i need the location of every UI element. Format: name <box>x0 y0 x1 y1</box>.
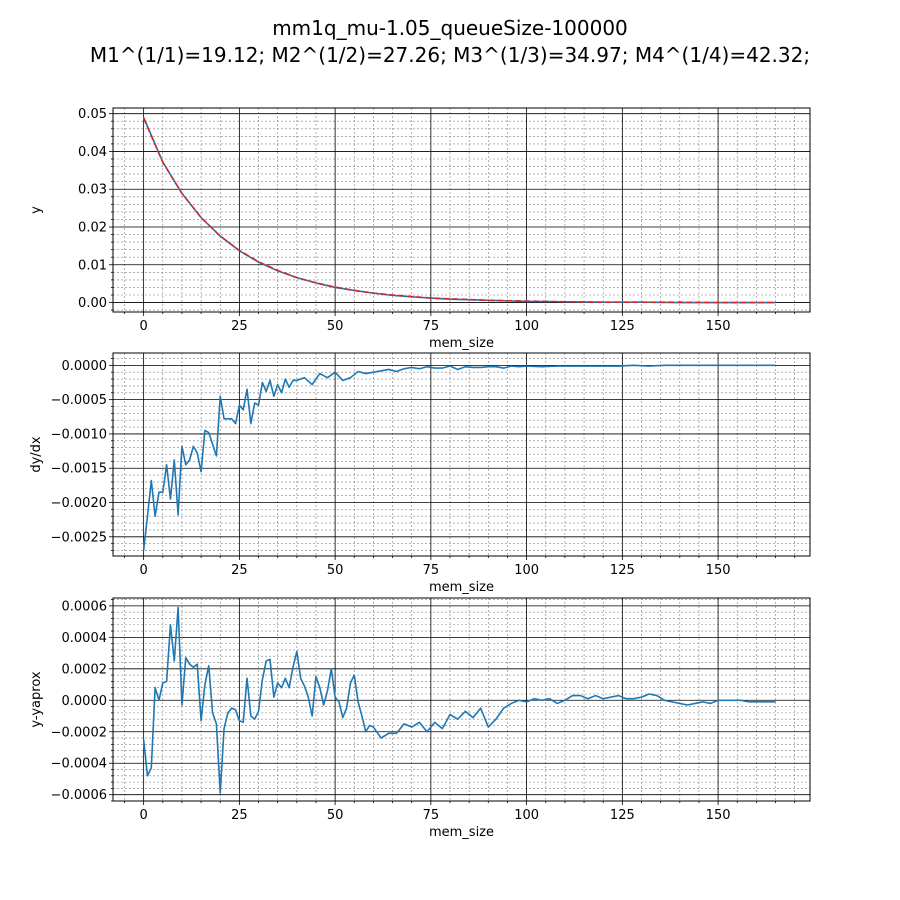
x-tick-label: 50 <box>327 808 344 823</box>
x-tick-label: 0 <box>139 808 147 823</box>
y-axis-label: y <box>29 206 44 214</box>
y-tick-label: −0.0020 <box>51 496 107 511</box>
axes-frame <box>112 107 811 313</box>
x-tick-label: 150 <box>706 319 731 334</box>
x-axis-label: mem_size <box>429 336 494 351</box>
axes-frame <box>112 597 811 802</box>
chart-title-line-1: mm1q_mu-1.05_queueSize-100000 <box>272 16 628 40</box>
x-tick-label: 100 <box>514 808 539 823</box>
chart-title-line-2: M1^(1/1)=19.12; M2^(1/2)=27.26; M3^(1/3)… <box>89 43 811 67</box>
x-tick-label: 75 <box>423 319 440 334</box>
series-line-1 <box>142 606 776 794</box>
minor-grid <box>111 353 810 558</box>
y-tick-label: 0.01 <box>78 258 107 273</box>
subplot-3: 0 25 50 75 100 125 150 −0.0006 −0.0004 −0.0002 0.0… <box>29 597 811 840</box>
x-axis-label: mem_size <box>429 825 494 840</box>
subplot-2: 0 25 50 75 100 125 150 −0.0025 −0.0020 −0.0015 −0.… <box>29 352 811 595</box>
y-tick-label: −0.0015 <box>51 462 107 477</box>
x-tick-label: 125 <box>610 319 635 334</box>
y-tick-label: −0.0004 <box>51 757 107 772</box>
x-tick-label: 150 <box>706 808 731 823</box>
x-tick-label: 0 <box>139 563 147 578</box>
x-tick-label: 150 <box>706 563 731 578</box>
y-axis-label: dy/dx <box>29 436 44 473</box>
y-tick-label: −0.0010 <box>51 427 107 442</box>
subplot-1: 0 25 50 75 100 125 150 0.00 0.01 0.02 0.03 0.04 0.05… <box>29 107 811 351</box>
y-tick-label: 0.05 <box>78 107 107 122</box>
x-tick-label: 125 <box>610 563 635 578</box>
y-tick-label: 0.00 <box>78 296 107 311</box>
y-tick-label: −0.0002 <box>51 725 107 740</box>
x-tick-label: 25 <box>231 808 248 823</box>
y-axis-label: y-yaprox <box>29 671 44 727</box>
y-tick-label: 0.0000 <box>62 694 108 709</box>
y-tick-label: 0.0006 <box>62 599 108 614</box>
y-tick-label: 0.0004 <box>62 631 108 646</box>
series-line-2 <box>142 117 776 304</box>
x-tick-label: 75 <box>423 563 440 578</box>
axes-frame <box>112 352 811 557</box>
x-tick-label: 75 <box>423 808 440 823</box>
y-tick-label: 0.0002 <box>62 662 108 677</box>
series-line-1 <box>142 117 776 304</box>
x-tick-label: 25 <box>231 319 248 334</box>
y-tick-label: 0.04 <box>78 145 107 160</box>
x-tick-label: 0 <box>139 319 147 334</box>
minor-grid <box>111 108 810 314</box>
y-tick-label: 0.03 <box>78 183 107 198</box>
y-tick-label: 0.0000 <box>62 359 108 374</box>
x-tick-label: 100 <box>514 563 539 578</box>
x-tick-label: 125 <box>610 808 635 823</box>
y-tick-label: 0.02 <box>78 221 107 236</box>
x-tick-label: 50 <box>327 319 344 334</box>
x-axis-label: mem_size <box>429 580 494 595</box>
x-tick-label: 100 <box>514 319 539 334</box>
y-tick-label: −0.0006 <box>51 788 107 803</box>
series-line-1 <box>142 364 776 551</box>
x-tick-label: 25 <box>231 563 248 578</box>
y-tick-label: −0.0005 <box>51 393 107 408</box>
x-tick-label: 50 <box>327 563 344 578</box>
y-tick-label: −0.0025 <box>51 530 107 545</box>
